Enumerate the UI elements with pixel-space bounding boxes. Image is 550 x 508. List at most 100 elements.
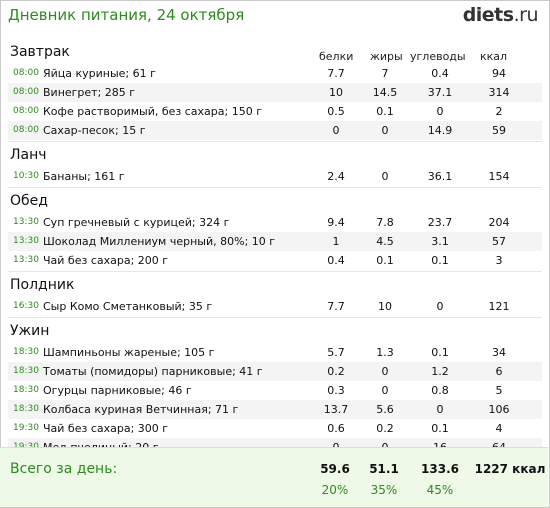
entry-time: 19:30	[13, 423, 39, 433]
fat-value: 0.1	[376, 105, 394, 118]
food-name: Бананы; 161 г	[43, 170, 125, 183]
kcal-value: 121	[488, 300, 510, 313]
entry-time: 08:00	[13, 68, 39, 78]
meal-divider	[8, 187, 542, 188]
total-kcal: 1227 ккал	[474, 462, 546, 476]
fat-value: 7.8	[376, 216, 394, 229]
column-header-protein: белки	[319, 50, 354, 63]
food-name: Сахар-песок; 15 г	[43, 124, 146, 137]
day-total: Всего за день: 59.6 51.1 133.6 1227 ккал…	[0, 447, 548, 507]
fat-value: 5.6	[376, 403, 394, 416]
food-row[interactable]: 13:30 Чай без сахара; 200 г 0.4 0.1 0.1 3	[8, 251, 542, 270]
fat-value: 0	[381, 124, 389, 137]
food-row[interactable]: 18:30 Колбаса куриная Ветчинная; 71 г 13.7…	[8, 400, 542, 419]
food-name: Яйца куриные; 61 г	[43, 67, 156, 80]
kcal-value: 6	[495, 365, 503, 378]
food-name: Винегрет; 285 г	[43, 86, 136, 99]
total-protein: 59.6	[320, 462, 350, 476]
carbs-value: 37.1	[427, 86, 453, 99]
total-fat: 51.1	[369, 462, 399, 476]
carbs-value: 0.1	[431, 346, 449, 359]
carbs-value: 0.1	[431, 254, 449, 267]
food-name: Огурцы парниковые; 46 г	[43, 384, 192, 397]
kcal-value: 204	[488, 216, 510, 229]
kcal-value: 94	[492, 67, 506, 80]
page-title: Дневник питания, 24 октября	[8, 6, 245, 24]
food-row[interactable]: 18:30 Огурцы парниковые; 46 г 0.3 0 0.8 5	[8, 381, 542, 400]
entry-time: 18:30	[13, 385, 39, 395]
entry-time: 16:30	[13, 301, 39, 311]
column-header-fat: жиры	[370, 50, 403, 63]
logo-main: diets	[462, 4, 514, 26]
food-name: Суп гречневый с курицей; 324 г	[43, 216, 230, 229]
food-row[interactable]: 13:30 Суп гречневый с курицей; 324 г 9.4 7.…	[8, 213, 542, 232]
food-name: Шоколад Миллениум черный, 80%; 10 г	[43, 235, 276, 248]
meal-heading: Полдник	[10, 277, 75, 293]
entry-time: 08:00	[13, 106, 39, 116]
meal-divider	[8, 317, 542, 318]
fat-value: 0.2	[376, 422, 394, 435]
food-row[interactable]: 19:30 Чай без сахара; 300 г 0.6 0.2 0.1 4	[8, 419, 542, 438]
fat-value: 10	[378, 300, 392, 313]
carbs-value: 0.8	[431, 384, 449, 397]
protein-value: 1	[332, 235, 340, 248]
entry-time: 08:00	[13, 87, 39, 97]
kcal-value: 314	[488, 86, 510, 99]
carbs-value: 14.9	[427, 124, 453, 137]
entry-time: 18:30	[13, 347, 39, 357]
food-row[interactable]: 16:30 Сыр Комо Сметанковый; 35 г 7.7 10 0 121	[8, 297, 542, 316]
meal-divider	[8, 271, 542, 272]
food-row[interactable]: 08:00 Яйца куриные; 61 г 7.7 7 0.4 94	[8, 64, 542, 83]
fat-value: 0	[381, 384, 389, 397]
food-name: Колбаса куриная Ветчинная; 71 г	[43, 403, 239, 416]
food-row[interactable]: 08:00 Кофе растворимый, без сахара; 150 г…	[8, 102, 542, 121]
entry-time: 13:30	[13, 217, 39, 227]
protein-value: 0.5	[327, 105, 345, 118]
kcal-value: 57	[492, 235, 506, 248]
meal-heading: Завтрак	[10, 44, 70, 60]
carbs-value: 0.4	[431, 67, 449, 80]
meal-heading: Ужин	[10, 323, 50, 339]
protein-value: 9.4	[327, 216, 345, 229]
carbs-value: 0	[436, 403, 444, 416]
total-protein-percent: 20%	[321, 483, 349, 497]
meal-heading: Обед	[10, 193, 48, 209]
entry-time: 18:30	[13, 404, 39, 414]
food-name: Шампиньоны жареные; 105 г	[43, 346, 215, 359]
fat-value: 0	[381, 365, 389, 378]
fat-value: 1.3	[376, 346, 394, 359]
carbs-value: 0	[436, 105, 444, 118]
food-row[interactable]: 10:30 Бананы; 161 г 2.4 0 36.1 154	[8, 167, 542, 186]
protein-value: 7.7	[327, 67, 345, 80]
food-name: Томаты (помидоры) парниковые; 41 г	[43, 365, 263, 378]
total-fat-percent: 35%	[370, 483, 398, 497]
kcal-value: 106	[488, 403, 510, 416]
fat-value: 4.5	[376, 235, 394, 248]
food-name: Сыр Комо Сметанковый; 35 г	[43, 300, 213, 313]
fat-value: 0	[381, 170, 389, 183]
food-row[interactable]: 18:30 Томаты (помидоры) парниковые; 41 г 0…	[8, 362, 542, 381]
entry-time: 10:30	[13, 171, 39, 181]
fat-value: 0.1	[376, 254, 394, 267]
column-header-carbs: углеводы	[410, 50, 466, 63]
kcal-value: 4	[495, 422, 503, 435]
food-row[interactable]: 08:00 Винегрет; 285 г 10 14.5 37.1 314	[8, 83, 542, 102]
protein-value: 13.7	[323, 403, 349, 416]
carbs-value: 0.1	[431, 422, 449, 435]
protein-value: 7.7	[327, 300, 345, 313]
protein-value: 2.4	[327, 170, 345, 183]
entry-time: 18:30	[13, 366, 39, 376]
site-logo[interactable]: diets.ru	[462, 4, 539, 26]
food-name: Чай без сахара; 200 г	[43, 254, 169, 267]
food-row[interactable]: 08:00 Сахар-песок; 15 г 0 0 14.9 59	[8, 121, 542, 140]
protein-value: 0.6	[327, 422, 345, 435]
food-row[interactable]: 18:30 Шампиньоны жареные; 105 г 5.7 1.3 0.1 3…	[8, 343, 542, 362]
total-carbs: 133.6	[421, 462, 459, 476]
total-label: Всего за день:	[10, 461, 118, 477]
food-row[interactable]: 13:30 Шоколад Миллениум черный, 80%; 10 г…	[8, 232, 542, 251]
logo-suffix: .ru	[513, 4, 539, 26]
carbs-value: 23.7	[427, 216, 453, 229]
kcal-value: 34	[492, 346, 506, 359]
column-header-kcal: ккал	[480, 50, 508, 63]
entry-time: 13:30	[13, 236, 39, 246]
